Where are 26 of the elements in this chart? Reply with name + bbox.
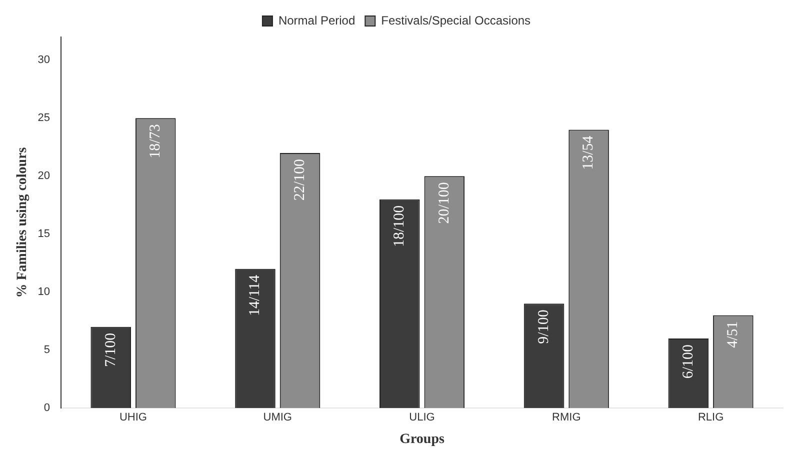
data-label: 20/100 [436, 182, 452, 224]
y-tick-label: 5 [44, 344, 50, 356]
data-label: 18/73 [148, 124, 164, 158]
legend-label: Festivals/Special Occasions [381, 13, 531, 28]
x-tick-label: UHIG [119, 412, 147, 424]
y-tick-label: 20 [38, 170, 50, 182]
y-tick-label: 10 [38, 286, 50, 298]
data-label: 14/114 [247, 274, 264, 316]
data-label: 13/54 [580, 135, 597, 170]
data-label: 4/51 [725, 321, 742, 348]
data-label: 6/100 [680, 344, 696, 379]
x-tick-label: ULIG [409, 412, 435, 424]
y-axis-title: % Families using colours [15, 146, 30, 298]
x-tick-label: UMIG [263, 412, 292, 424]
y-tick-label: 15 [38, 228, 50, 240]
y-tick-label: 0 [44, 402, 50, 414]
x-tick-label: RLIG [698, 412, 724, 424]
legend-label: Normal Period [278, 13, 356, 28]
y-tick-label: 25 [38, 112, 50, 124]
data-label: 22/100 [292, 158, 308, 201]
y-tick-label: 30 [38, 54, 50, 66]
data-label: 9/100 [536, 310, 552, 344]
data-label: 18/100 [392, 205, 408, 247]
x-axis-title: Groups [400, 432, 446, 448]
data-label: 7/100 [102, 332, 119, 368]
x-tick-label: RMIG [552, 412, 581, 424]
